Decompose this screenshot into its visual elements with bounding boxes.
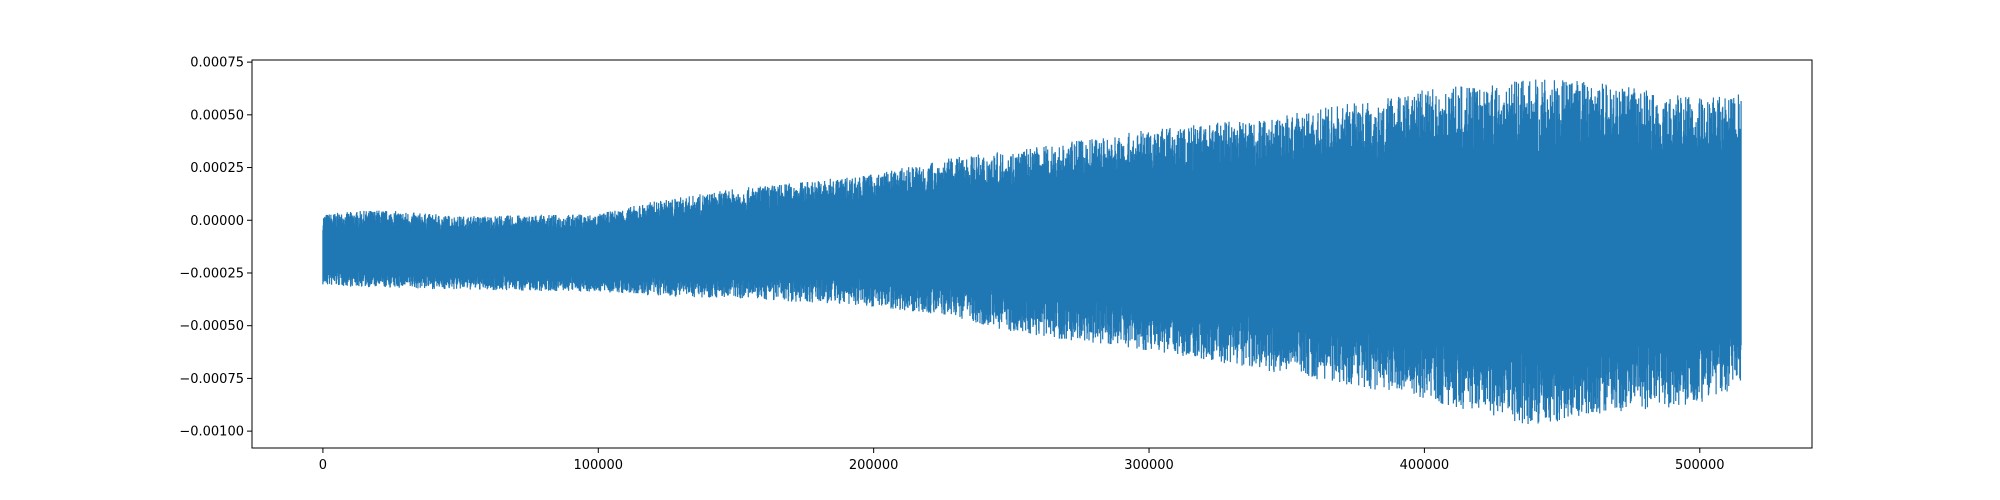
y-axis: 0.00075 0.00050 0.00025 0.00000 −0.00025 −0.0… [179,56,252,440]
y-tick-label: 0.00000 [190,214,244,229]
x-tick-label: 200000 [849,458,899,473]
plot-frame [251,59,1813,449]
y-tick-label: 0.00025 [190,161,244,176]
y-tick-label: 0.00050 [190,108,244,123]
x-tick-label: 500000 [1675,458,1725,473]
y-tick-label: −0.00075 [179,372,244,387]
y-tick-label: −0.00025 [179,266,244,281]
y-tick-label: −0.00100 [179,425,244,440]
x-tick-label: 0 [319,458,327,473]
y-tick-label: 0.00075 [190,56,244,71]
signal-line [322,79,1742,425]
x-tick-label: 400000 [1400,458,1450,473]
x-axis: 0 100000 200000 300000 400000 500000 [319,448,1725,473]
y-tick-label: −0.00050 [179,319,244,334]
series-layer [322,79,1742,425]
x-tick-label: 100000 [573,458,623,473]
x-tick-label: 300000 [1124,458,1174,473]
